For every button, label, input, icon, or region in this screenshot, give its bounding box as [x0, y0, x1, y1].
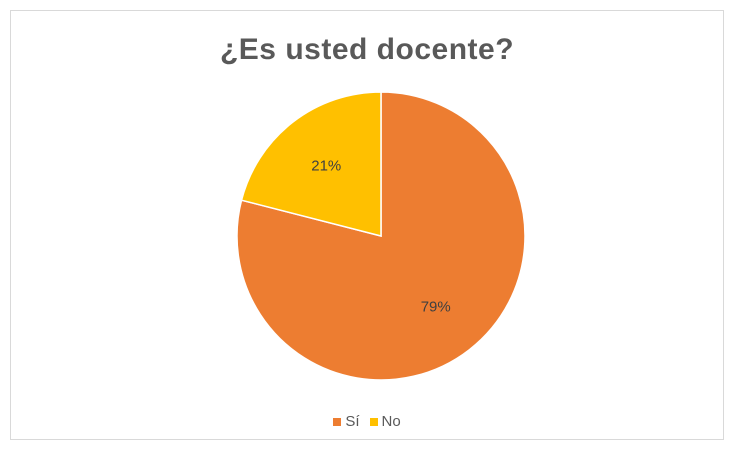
data-label-no: 21% [311, 157, 341, 174]
legend: Sí No [11, 413, 723, 430]
legend-label-no: No [381, 413, 401, 430]
legend-item-si: Sí [333, 413, 360, 430]
legend-item-no: No [369, 413, 401, 430]
pie-chart: 79% 21% [236, 91, 526, 381]
legend-label-si: Sí [345, 413, 360, 430]
chart-area: ¿Es usted docente? 79% 21% Sí No [10, 10, 724, 440]
chart-title: ¿Es usted docente? [219, 33, 515, 66]
data-label-si: 79% [421, 299, 451, 316]
pie-slice-no [240, 91, 382, 237]
legend-swatch-si [333, 417, 342, 426]
legend-swatch-no [369, 417, 378, 426]
